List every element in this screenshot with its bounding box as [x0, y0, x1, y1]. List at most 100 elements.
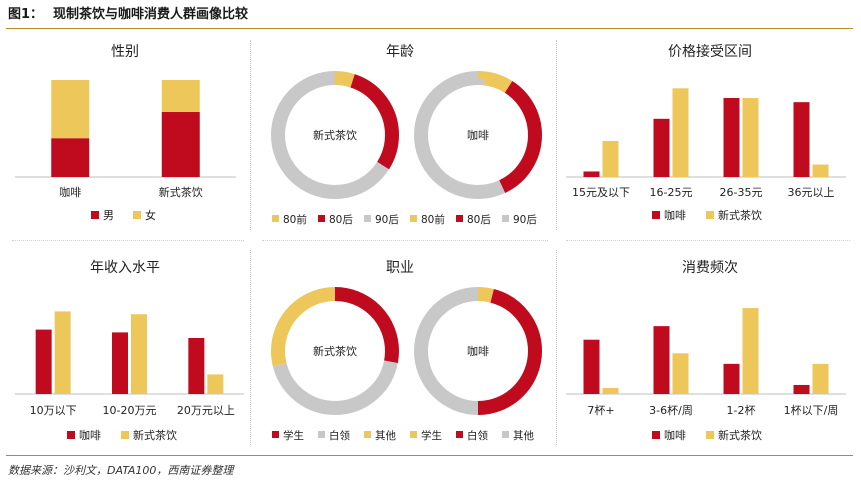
divider-v3 — [250, 250, 251, 445]
donut-slice-4-1-2 — [414, 287, 542, 415]
donut-label-4-0: 新式茶饮 — [313, 344, 357, 358]
category-label-5-1: 3-6杯/周 — [649, 403, 693, 417]
divider-h2 — [262, 240, 548, 241]
category-label-2-2: 26-35元 — [720, 186, 763, 199]
donut-slice-1-0-1 — [271, 71, 399, 199]
bar-0-1-1 — [161, 80, 200, 113]
category-label-2-3: 36元以上 — [788, 186, 835, 199]
legend-label-3-1: 新式茶饮 — [133, 428, 177, 442]
bar-3-1-1 — [131, 314, 147, 394]
bar-0-0-0 — [51, 138, 90, 177]
category-label-0-0: 咖啡 — [59, 185, 81, 199]
legend-swatch-4-5 — [502, 431, 509, 438]
category-label-5-0: 7杯+ — [587, 403, 614, 417]
legend-swatch-2-1 — [706, 211, 714, 219]
bar-2-0-2 — [723, 98, 740, 177]
legend-label-4-5: 其他 — [513, 429, 534, 442]
legend-swatch-1-4 — [456, 215, 463, 222]
donut-label-1-1: 咖啡 — [467, 128, 489, 142]
chart-title-1: 年龄 — [386, 44, 414, 60]
legend-swatch-4-1 — [318, 431, 325, 438]
category-label-0-1: 新式茶饮 — [159, 185, 203, 199]
bar-2-0-3 — [793, 102, 810, 177]
bar-5-0-3 — [793, 384, 810, 394]
donut-label-4-1: 咖啡 — [467, 344, 489, 358]
donut-slice-4-1-1 — [414, 287, 542, 415]
divider-h1 — [12, 240, 244, 241]
legend-label-4-3: 学生 — [421, 429, 442, 442]
bar-5-1-0 — [602, 387, 619, 394]
bar-5-0-0 — [583, 339, 600, 394]
legend-label-1-5: 90后 — [513, 214, 537, 226]
donut-slice-1-0-2 — [271, 71, 399, 199]
bar-2-1-0 — [602, 140, 619, 177]
category-label-2-1: 16-25元 — [650, 186, 693, 199]
legend-swatch-5-0 — [652, 431, 660, 439]
bar-3-0-2 — [188, 338, 205, 394]
legend-swatch-1-5 — [502, 215, 509, 222]
legend-swatch-0-1 — [133, 211, 141, 219]
legend-swatch-4-2 — [364, 431, 371, 438]
divider-h3 — [566, 240, 850, 241]
legend-label-1-3: 80前 — [421, 213, 445, 226]
legend-swatch-1-3 — [410, 215, 417, 222]
bar-3-0-0 — [35, 329, 52, 394]
legend-label-1-4: 80后 — [467, 214, 491, 226]
bar-5-0-2 — [723, 363, 740, 394]
bar-5-0-1 — [653, 326, 670, 394]
source-rule — [6, 455, 853, 456]
donut-slice-1-1-1 — [414, 71, 542, 199]
bar-2-0-0 — [583, 171, 600, 177]
figure-title: 图1： 现制茶饮与咖啡消费人群画像比较 — [8, 3, 248, 22]
legend-swatch-2-0 — [652, 211, 660, 219]
bar-5-1-1 — [672, 353, 689, 394]
source-note: 数据来源：沙利文，DATA100，西南证券整理 — [8, 464, 234, 477]
divider-v1 — [250, 40, 251, 230]
category-label-2-0: 15元及以下 — [572, 186, 630, 199]
legend-label-4-2: 其他 — [375, 429, 396, 442]
category-label-5-2: 1-2杯 — [727, 403, 756, 417]
bar-2-1-2 — [742, 98, 759, 177]
legend-label-4-0: 学生 — [283, 429, 304, 442]
chart-title-2: 价格接受区间 — [668, 43, 752, 60]
legend-swatch-3-1 — [121, 431, 129, 439]
chart-title-4: 职业 — [386, 260, 414, 276]
figure-label: 图1： — [8, 7, 44, 22]
legend-swatch-3-0 — [67, 431, 75, 439]
chart-title-3: 年收入水平 — [90, 260, 160, 276]
legend-label-3-0: 咖啡 — [79, 428, 101, 442]
legend-swatch-0-0 — [91, 211, 99, 219]
donut-slice-1-1-2 — [414, 71, 542, 199]
divider-v2 — [556, 40, 557, 230]
bar-3-1-2 — [207, 374, 224, 394]
legend-swatch-1-2 — [364, 215, 371, 222]
donut-slice-4-0-1 — [271, 287, 399, 415]
title-rule — [6, 28, 853, 29]
donut-slice-4-0-2 — [271, 287, 399, 415]
bar-2-1-1 — [672, 88, 689, 177]
legend-label-5-1: 新式茶饮 — [718, 428, 762, 442]
legend-label-1-2: 90后 — [375, 214, 399, 226]
legend-label-0-0: 男 — [103, 209, 114, 222]
bar-2-0-1 — [653, 118, 670, 177]
bar-3-1-0 — [54, 311, 71, 394]
bar-5-1-3 — [812, 363, 829, 394]
legend-label-1-0: 80前 — [283, 213, 307, 226]
legend-swatch-4-4 — [456, 431, 463, 438]
legend-swatch-4-3 — [410, 431, 417, 438]
chart-title-0: 性别 — [111, 44, 139, 60]
legend-swatch-1-0 — [272, 215, 279, 222]
category-label-3-1: 10-20万元 — [103, 404, 157, 417]
legend-label-2-1: 新式茶饮 — [718, 208, 762, 222]
legend-label-2-0: 咖啡 — [664, 208, 686, 222]
category-label-3-0: 10万以下 — [30, 404, 77, 417]
bar-0-1-0 — [51, 80, 90, 139]
legend-label-4-1: 白领 — [329, 429, 350, 442]
legend-swatch-4-0 — [272, 431, 279, 438]
divider-v4 — [556, 250, 557, 445]
bar-0-0-1 — [161, 112, 200, 177]
legend-label-1-1: 80后 — [329, 214, 353, 226]
legend-label-5-0: 咖啡 — [664, 428, 686, 442]
legend-label-4-4: 白领 — [467, 429, 488, 442]
